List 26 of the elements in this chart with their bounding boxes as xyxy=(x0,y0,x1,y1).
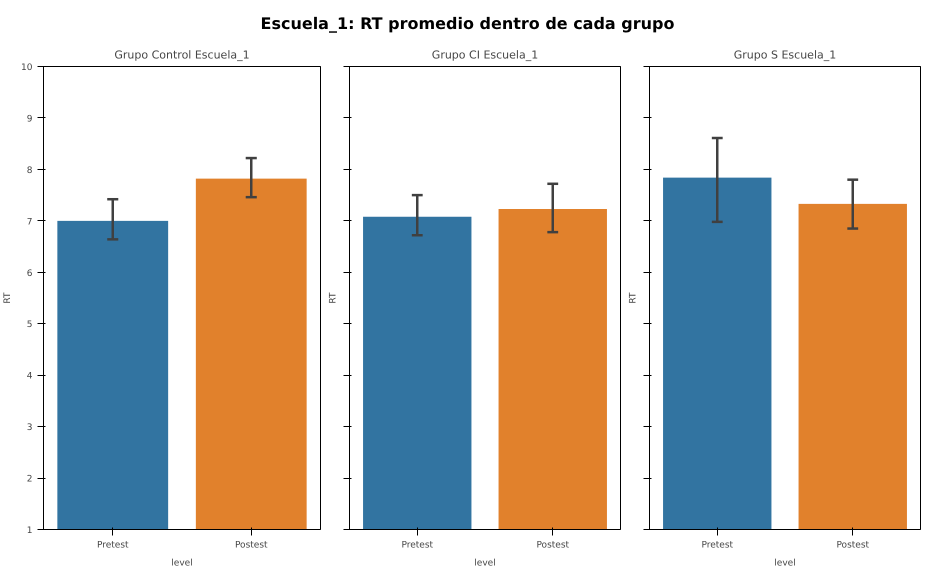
chart-title: Grupo S Escuela_1 xyxy=(734,48,836,62)
x-axis-title: level xyxy=(171,558,193,568)
y-axis-title: RT xyxy=(628,292,638,304)
x-axis-title: level xyxy=(474,558,496,568)
x-tick-label: Pretest xyxy=(401,540,434,550)
x-tick-label: Postest xyxy=(234,540,268,550)
x-tick-label: Pretest xyxy=(96,540,130,550)
y-tick-label: 8 xyxy=(26,166,33,176)
y-axis-title: RT xyxy=(328,292,338,304)
y-tick-label: 9 xyxy=(26,114,33,124)
x-axis-title: level xyxy=(774,558,796,568)
y-tick-label: 2 xyxy=(26,474,33,484)
y-tick-label: 6 xyxy=(26,268,33,279)
chart-title: Grupo CI Escuela_1 xyxy=(432,48,538,62)
y-tick-label: 5 xyxy=(26,320,33,330)
x-tick-label: Pretest xyxy=(701,540,734,550)
text: Escuela_1: RT promedio dentro de cada grupo xyxy=(260,13,674,35)
y-axis-title: RT xyxy=(3,292,14,304)
y-tick-label: 1 xyxy=(26,526,33,536)
y-tick-label: 4 xyxy=(26,372,33,382)
y-tick-label: 7 xyxy=(26,217,33,228)
chart-title: Grupo Control Escuela_1 xyxy=(114,48,250,62)
x-tick-label: Postest xyxy=(536,540,570,550)
y-tick-label: 3 xyxy=(26,422,33,433)
y-tick-label: 10 xyxy=(21,62,33,73)
x-tick-label: Postest xyxy=(836,540,870,550)
